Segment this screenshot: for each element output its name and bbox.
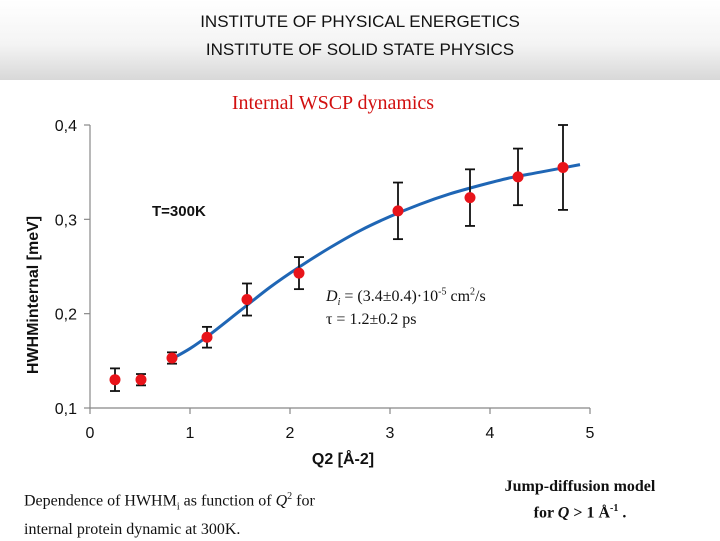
data-point — [201, 331, 213, 343]
data-point — [241, 294, 253, 306]
institute-line-2: INSTITUTE OF SOLID STATE PHYSICS — [205, 40, 515, 59]
x-tick-label: 0 — [86, 425, 95, 442]
left-caption: Dependence of HWHMi as function of Q2 fo… — [24, 486, 315, 541]
chart-title: Internal WSCP dynamics — [232, 92, 434, 114]
chart: Internal WSCP dynamics 0,1 0,2 0,3 0,4 0 1 2 3 4… — [25, 92, 595, 468]
fit-layer — [169, 163, 581, 362]
x-tick-label: 5 — [586, 425, 595, 442]
x-axis-label: Q2 [Å-2] — [312, 449, 374, 468]
y-tick-label: 0,4 — [55, 118, 77, 135]
data-point — [109, 374, 121, 386]
y-tick-label: 0,3 — [55, 212, 77, 229]
x-tick-label: 2 — [286, 425, 295, 442]
header-banner: INSTITUTE OF PHYSICAL ENERGETICS INSTITU… — [0, 0, 720, 80]
residence-time-text: τ = 1.2±0.2 ps — [326, 311, 417, 328]
left-caption-line-1: Dependence of HWHMi as function of Q2 fo… — [24, 491, 315, 513]
data-point — [293, 267, 305, 279]
data-point — [464, 192, 476, 204]
fit-annotation-diffusion: Di = (3.4±0.4)·10-5 cm2/s — [326, 287, 486, 309]
x-tick-label: 3 — [386, 425, 395, 442]
data-point — [392, 205, 404, 217]
data-point — [166, 352, 178, 364]
fit-curve — [169, 163, 581, 362]
x-tick-label: 4 — [486, 425, 495, 442]
data-point — [512, 171, 524, 183]
institute-line-1: INSTITUTE OF PHYSICAL ENERGETICS — [200, 12, 520, 31]
right-note: Jump-diffusion model for Q > 1 Å-1 . — [470, 476, 690, 524]
points-layer — [109, 124, 569, 392]
x-tick-label: 1 — [186, 425, 195, 442]
data-point — [135, 374, 147, 386]
right-note-line-2: for Q > 1 Å-1 . — [533, 503, 627, 522]
data-point — [557, 161, 569, 173]
axes: 0,1 0,2 0,3 0,4 0 1 2 3 4 5 — [55, 118, 595, 442]
y-tick-label: 0,2 — [55, 307, 77, 324]
temperature-label: T=300K — [152, 203, 206, 220]
fit-annotation-tau: τ = 1.2±0.2 ps — [326, 311, 416, 329]
right-note-line-1: Jump-diffusion model — [504, 478, 656, 495]
diffusion-coefficient-text: Di = (3.4±0.4)·10-5 cm2/s — [326, 287, 486, 309]
left-caption-line-2: internal protein dynamic at 300K. — [24, 520, 241, 538]
y-axis-label: HWHMinternal [meV] — [25, 216, 42, 374]
y-tick-label: 0,1 — [55, 401, 77, 418]
